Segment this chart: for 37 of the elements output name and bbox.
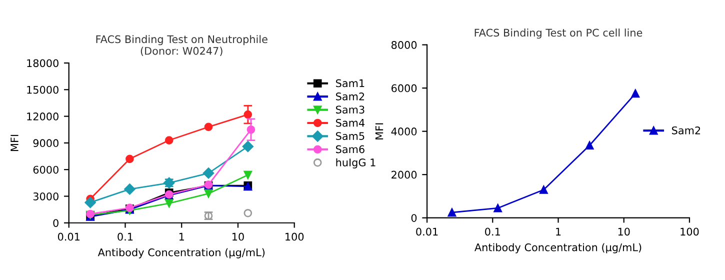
y-axis-title: MFI (10, 134, 18, 151)
x-tick-label: 0.01 (58, 232, 80, 241)
legend-label: huIgG 1 (336, 158, 376, 168)
legend-label: Sam2 (672, 126, 700, 134)
y-tick-label: 6000 (392, 84, 417, 92)
x-axis-title: Antibody Concentration (μg/mL) (98, 248, 265, 258)
legend-label: Sam4 (336, 118, 365, 127)
x-tick-label: 0.1 (118, 232, 133, 241)
y-tick-label: 6000 (33, 166, 58, 174)
x-tick-label: 100 (286, 232, 304, 241)
y-tick-label: 9000 (33, 139, 58, 148)
y-tick-label: 2000 (392, 170, 417, 179)
chart-subtitle: (Donor: W0247) (140, 46, 222, 56)
y-tick-label: 0 (411, 214, 417, 222)
legend-label: Sam2 (336, 92, 364, 100)
y-tick-label: 4000 (391, 128, 417, 136)
y-tick-label: 18000 (27, 59, 58, 68)
x-tick-label: 0.01 (416, 228, 438, 236)
x-tick-label: 100 (680, 228, 699, 236)
y-tick-label: 12000 (27, 112, 58, 120)
x-axis-title: Antibody Concentration (μg/mL) (474, 243, 642, 254)
chart-title: FACS Binding Test on Neutrophile (96, 35, 268, 46)
y-tick-label: 3000 (33, 192, 58, 200)
y-tick-label: 15000 (27, 86, 58, 94)
legend-label: Sam6 (336, 145, 364, 154)
x-tick-label: 0.1 (485, 228, 500, 236)
x-tick-label: 10 (618, 228, 630, 236)
y-axis-title: MFI (375, 123, 384, 140)
x-tick-label: 10 (232, 232, 244, 241)
x-tick-label: 1 (179, 232, 184, 241)
legend-label: Sam5 (336, 132, 364, 140)
y-tick-label: 0 (53, 219, 58, 227)
legend-label: Sam1 (336, 79, 364, 88)
y-tick-label: 8000 (392, 41, 417, 49)
legend-label: Sam3 (336, 106, 364, 114)
x-tick-label: 1 (556, 228, 561, 236)
chart-title: FACS Binding Test on PC cell line (474, 28, 642, 39)
